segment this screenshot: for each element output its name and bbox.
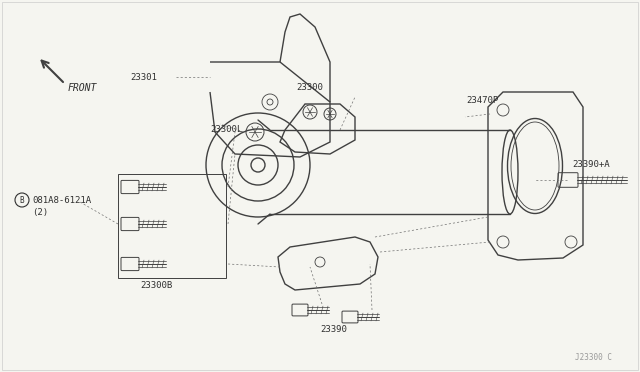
Text: 23300: 23300: [296, 83, 323, 92]
Text: 23390+A: 23390+A: [572, 160, 610, 169]
Text: 23301: 23301: [130, 73, 157, 81]
Text: FRONT: FRONT: [68, 83, 97, 93]
Text: 23470P: 23470P: [466, 96, 499, 105]
Text: B: B: [20, 196, 24, 205]
Text: (2): (2): [32, 208, 48, 217]
Text: 23300L: 23300L: [210, 125, 243, 134]
Text: 081A8-6121A: 081A8-6121A: [32, 196, 91, 205]
Text: J23300 C: J23300 C: [575, 353, 612, 362]
Text: 23300B: 23300B: [140, 282, 172, 291]
Text: 23390: 23390: [320, 326, 347, 334]
